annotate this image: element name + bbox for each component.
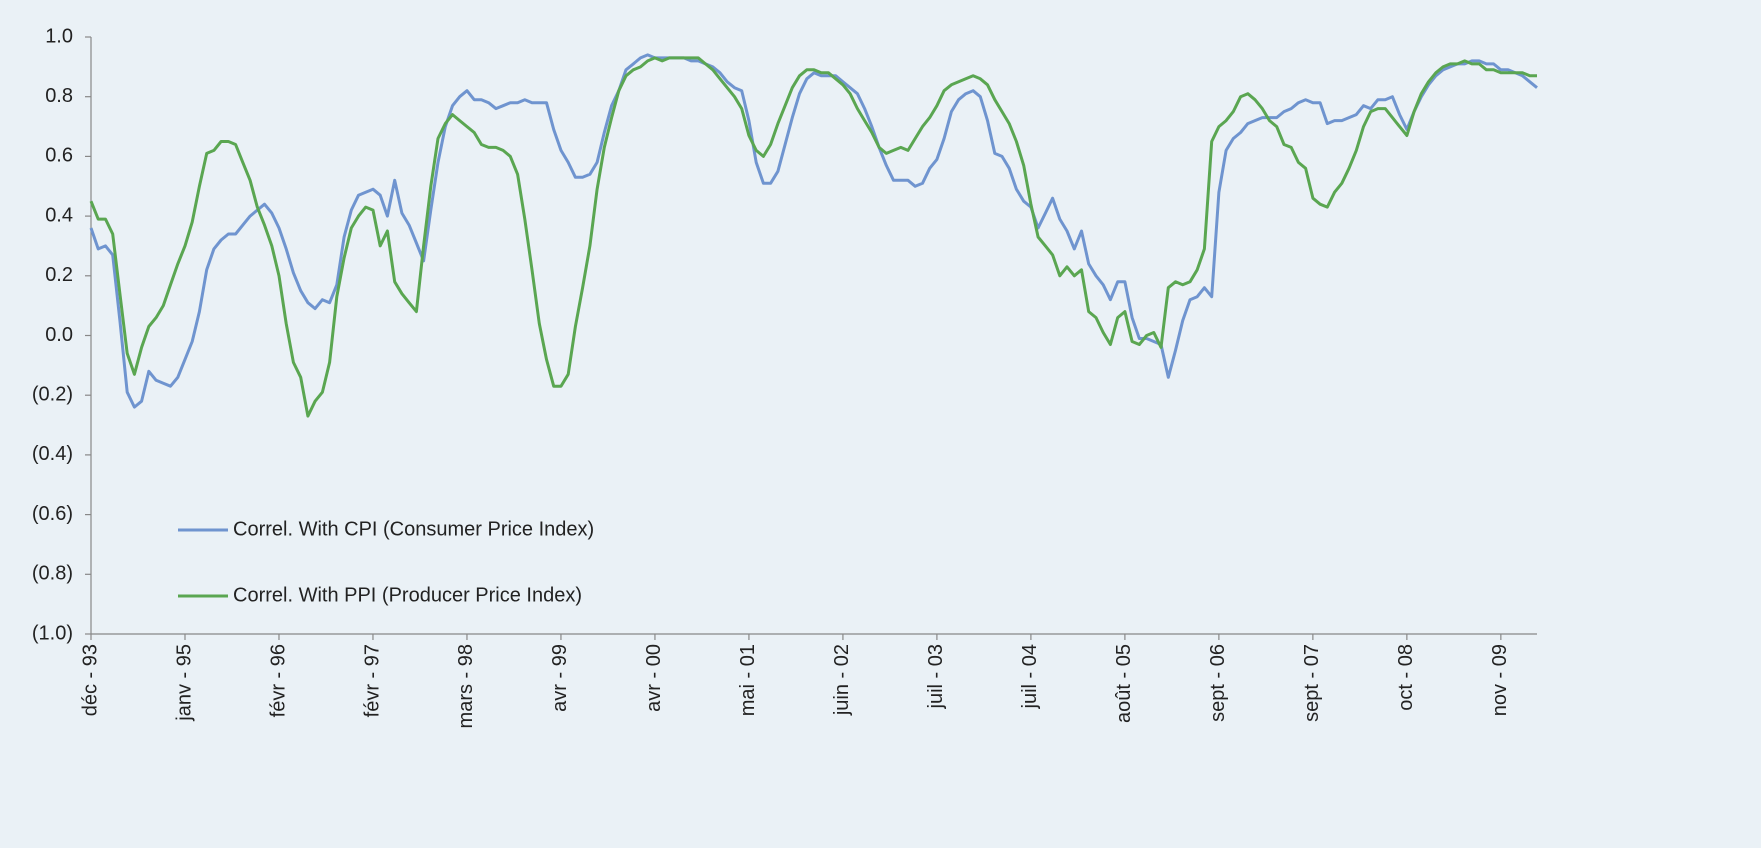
- x-tick-label: avr - 00: [643, 644, 665, 712]
- x-tick-label: févr - 96: [267, 644, 289, 717]
- x-tick-label: févr - 97: [361, 644, 383, 717]
- x-tick-label: avr - 99: [549, 644, 571, 712]
- x-tick-label: sept - 06: [1207, 644, 1229, 722]
- legend-label: Correl. With CPI (Consumer Price Index): [233, 518, 594, 540]
- x-tick-label: juil - 03: [925, 644, 947, 709]
- series-line: [89, 53, 1538, 409]
- y-tick-label: (0.8): [32, 563, 73, 585]
- legend-label: Correl. With PPI (Producer Price Index): [233, 584, 582, 606]
- y-tick-label: 0.4: [45, 204, 73, 226]
- x-tick-label: mars - 98: [455, 644, 477, 728]
- y-tick-label: (0.2): [32, 383, 73, 405]
- y-tick-label: 0.6: [45, 145, 73, 167]
- y-tick-label: (0.4): [32, 443, 73, 465]
- x-tick-label: sept - 07: [1301, 644, 1323, 722]
- x-tick-label: août - 05: [1113, 644, 1135, 723]
- y-tick-label: 0.8: [45, 85, 73, 107]
- y-tick-label: 1.0: [45, 25, 73, 47]
- x-tick-label: oct - 08: [1395, 644, 1417, 711]
- series-line: [89, 56, 1537, 418]
- y-tick-label: (0.6): [32, 503, 73, 525]
- x-tick-label: nov - 09: [1489, 644, 1511, 716]
- y-tick-label: (1.0): [32, 622, 73, 644]
- x-tick-label: janv - 95: [173, 644, 195, 722]
- x-tick-label: juin - 02: [831, 644, 853, 716]
- x-tick-label: juil - 04: [1019, 644, 1041, 709]
- x-tick-label: mai - 01: [737, 644, 759, 716]
- y-tick-label: 0.2: [45, 264, 73, 286]
- x-tick-label: déc - 93: [79, 644, 101, 716]
- y-tick-label: 0.0: [45, 324, 73, 346]
